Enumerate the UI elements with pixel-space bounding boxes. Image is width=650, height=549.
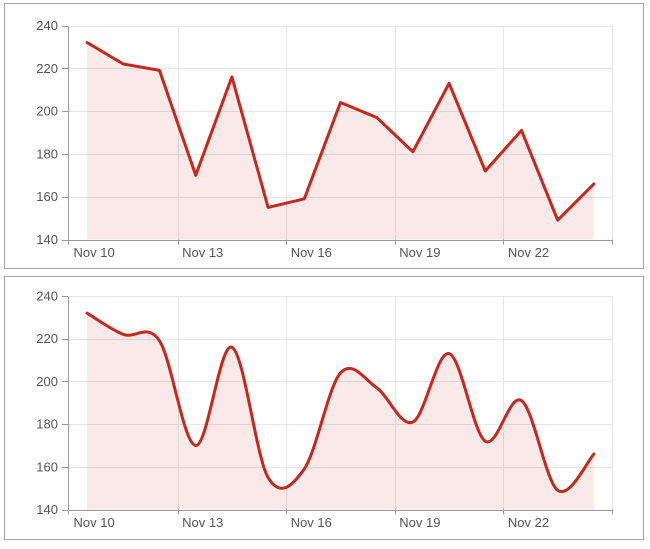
x-tick-label: Nov 22 [508,515,549,530]
y-tick-label: 160 [36,459,58,474]
y-tick-label: 140 [36,232,58,247]
y-tick-label: 180 [36,146,58,161]
spline-area-chart: 140 160 180 200 220 240 Nov 10 Nov 13 Nov 16 Nov … [36,289,613,530]
x-tick-label: Nov 16 [291,515,332,530]
y-tick-label: 160 [36,189,58,204]
x-tick-label: Nov 16 [291,245,332,260]
series-line [85,311,596,494]
y-tick-label: 200 [36,374,58,389]
y-tick-label: 220 [36,331,58,346]
series-area [87,42,594,240]
x-tick-label: Nov 10 [74,245,115,260]
series-area [87,313,594,510]
y-tick-label: 240 [36,289,58,304]
y-tick-label: 200 [36,104,58,119]
y-tick-label: 140 [36,502,58,517]
x-tick-label: Nov 19 [399,245,440,260]
y-tick-label: 220 [36,61,58,76]
y-tick-label: 240 [36,18,58,33]
x-tick-label: Nov 19 [399,515,440,530]
line-area-chart-panel: 140 160 180 200 220 240 Nov 10 Nov 13 Nov 16 Nov … [4,3,644,269]
line-area-chart: 140 160 180 200 220 240 Nov 10 Nov 13 Nov 16 Nov … [36,18,613,260]
x-tick-label: Nov 22 [508,245,549,260]
x-tick-label: Nov 13 [182,515,223,530]
y-tick-label: 180 [36,417,58,432]
series-line [85,41,596,222]
x-tick-label: Nov 10 [74,515,115,530]
spline-area-chart-panel: 140 160 180 200 220 240 Nov 10 Nov 13 Nov 16 Nov … [4,276,644,540]
x-tick-label: Nov 13 [182,245,223,260]
